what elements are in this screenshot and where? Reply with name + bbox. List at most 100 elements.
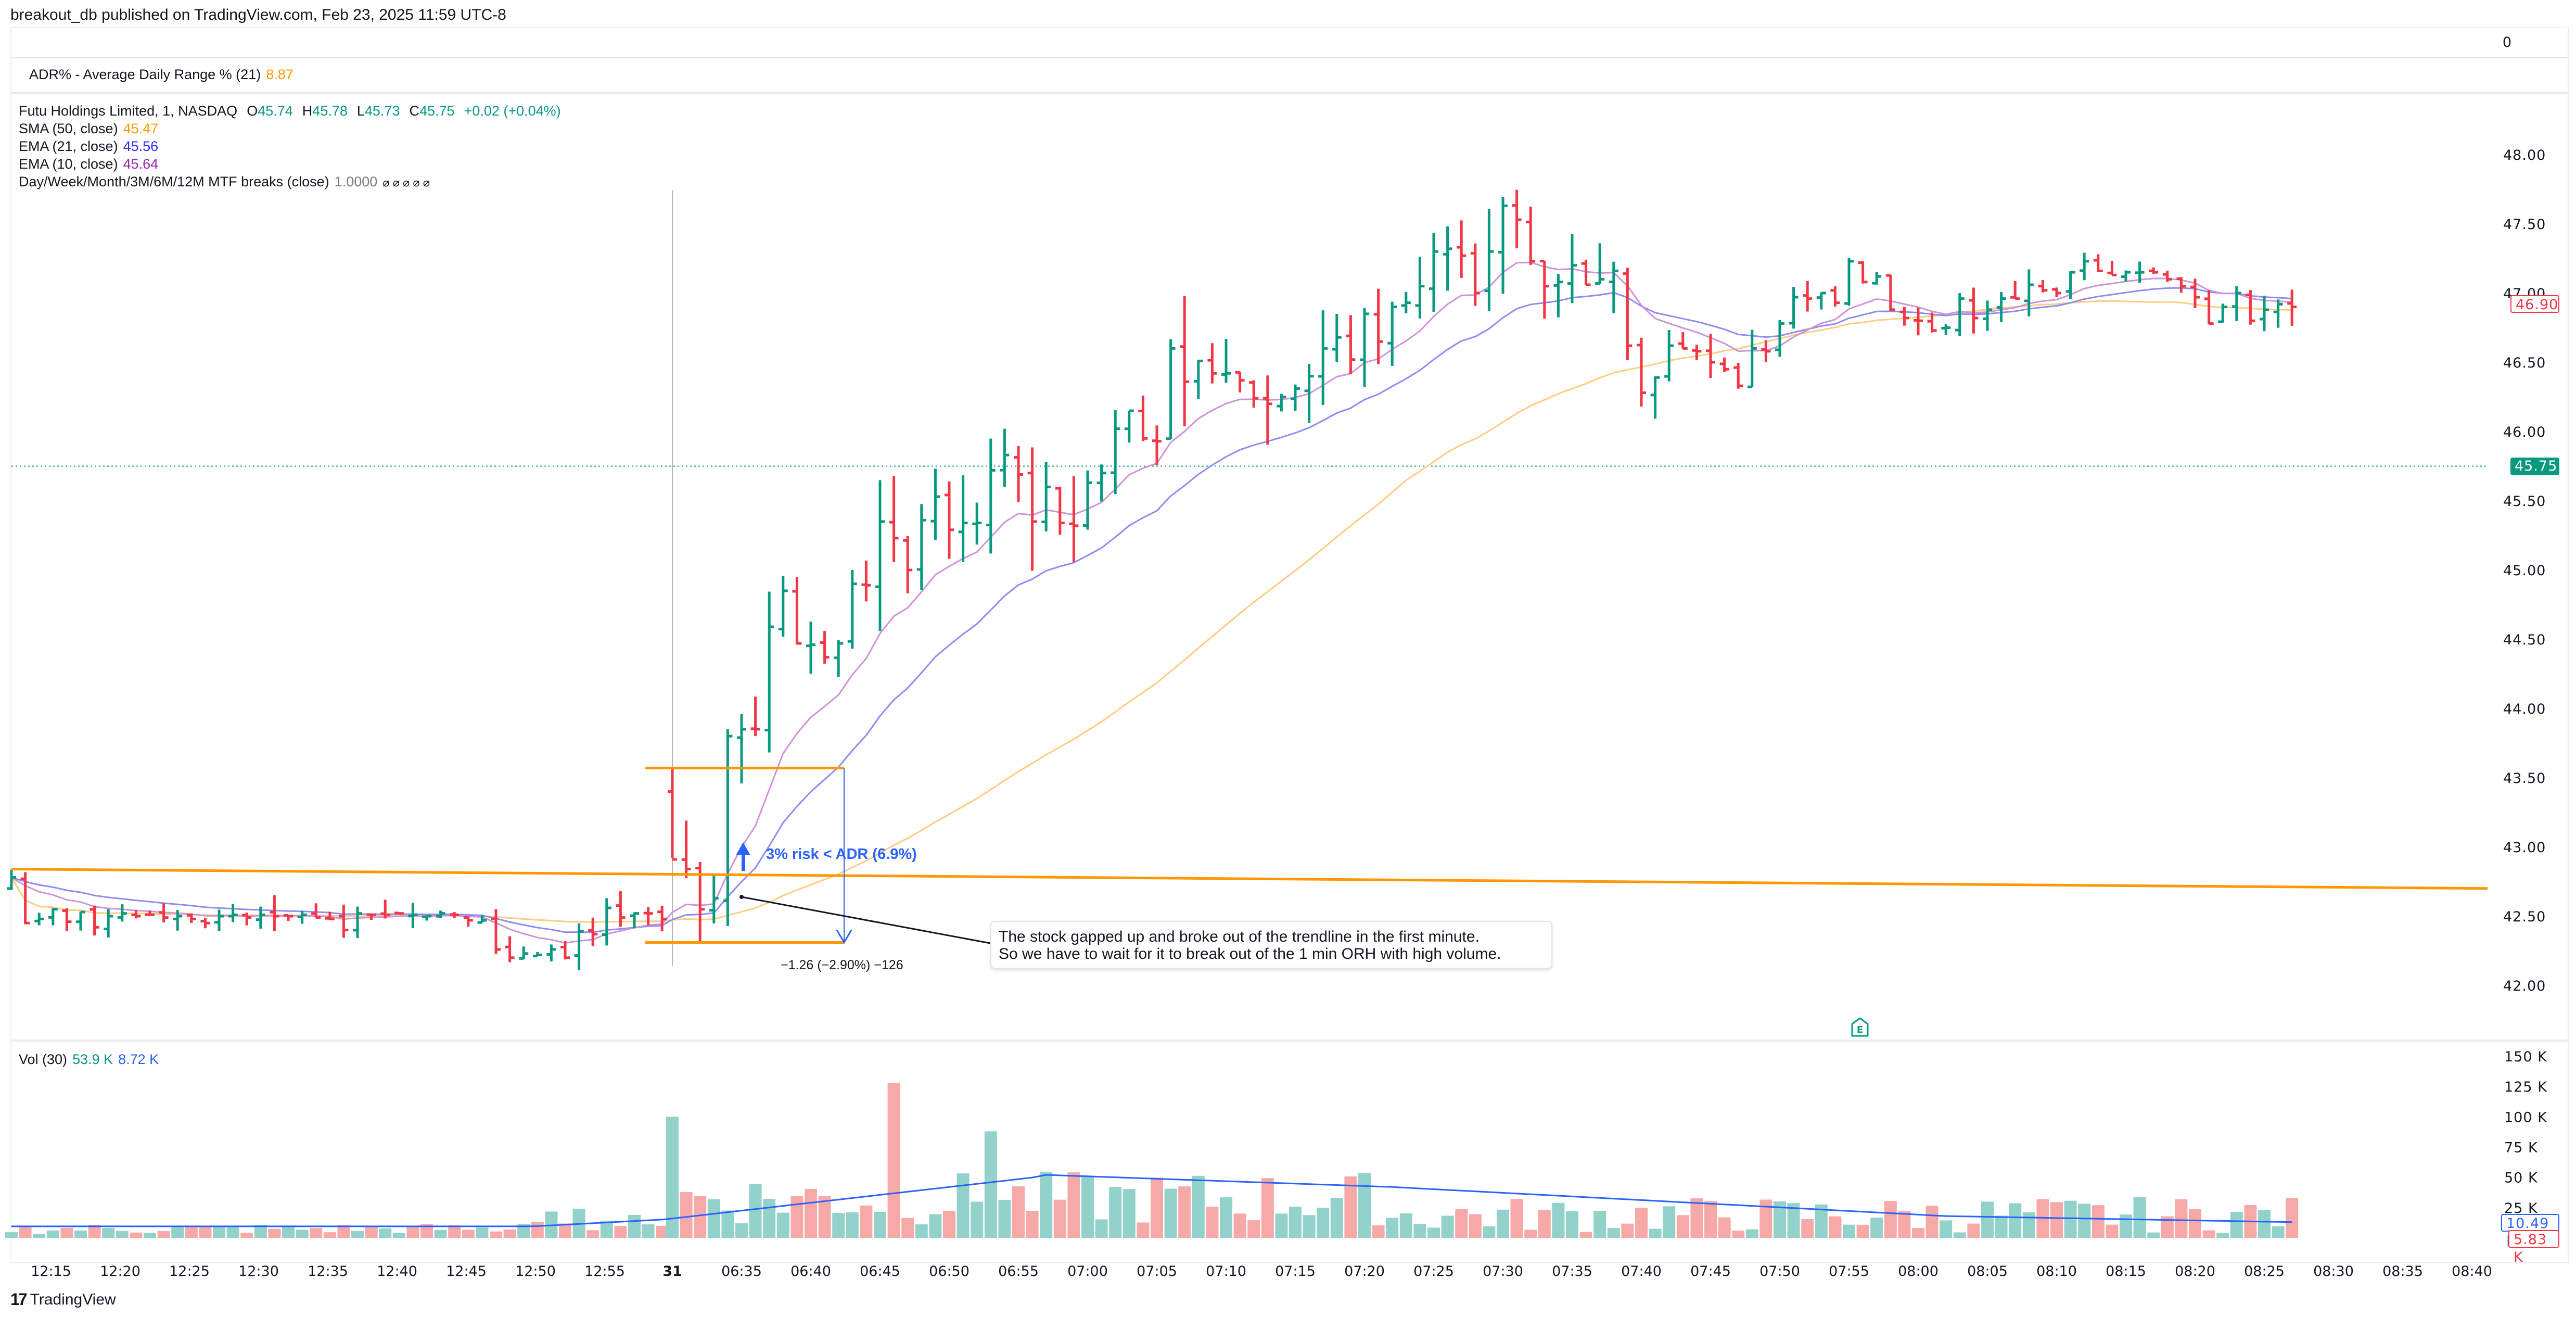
svg-text:48.00: 48.00: [2503, 147, 2546, 163]
svg-text:44.00: 44.00: [2503, 701, 2546, 717]
risk-annotation[interactable]: 3% risk < ADR (6.9%): [766, 846, 917, 863]
svg-text:08:40: 08:40: [2452, 1263, 2492, 1280]
svg-text:E: E: [1857, 1024, 1863, 1035]
sma50-legend[interactable]: SMA (50, close) 45.47: [19, 121, 163, 137]
svg-text:07:15: 07:15: [1275, 1263, 1316, 1280]
ema10-legend[interactable]: EMA (10, close) 45.64: [19, 156, 163, 172]
mtf-value: 1.0000: [334, 174, 378, 189]
svg-text:42.00: 42.00: [2503, 978, 2546, 994]
note-line-2: So we have to wait for it to break out o…: [999, 945, 1501, 963]
svg-text:12:35: 12:35: [308, 1263, 348, 1280]
svg-text:31: 31: [662, 1263, 682, 1280]
top-pane-value: 0: [2502, 34, 2511, 50]
volume-badge: 5.83 K: [2508, 1230, 2559, 1265]
svg-text:12:55: 12:55: [584, 1263, 625, 1280]
symbol-name: Futu Holdings Limited, 1, NASDAQ: [19, 103, 238, 119]
tradingview-footer[interactable]: 17 TradingView: [10, 1290, 116, 1309]
adr-value: 8.87: [266, 67, 294, 82]
svg-text:12:15: 12:15: [31, 1263, 71, 1280]
mtf-null-values: ⌀ ⌀ ⌀ ⌀ ⌀: [382, 176, 430, 189]
high-key: H: [302, 103, 313, 119]
sma50-label: SMA (50, close): [19, 121, 118, 136]
volume-pane-divider[interactable]: [10, 1040, 2569, 1042]
svg-text:100 K: 100 K: [2504, 1109, 2547, 1125]
last-price-badge: 46.90: [2510, 295, 2559, 313]
volume-ma-badge: 10.49 K: [2501, 1214, 2559, 1249]
publish-info: breakout_db published on TradingView.com…: [10, 6, 506, 23]
low-value: 45.73: [364, 103, 400, 119]
svg-text:44.50: 44.50: [2503, 632, 2546, 648]
symbol-legend[interactable]: Futu Holdings Limited, 1, NASDAQ O45.74 H4…: [19, 103, 570, 119]
svg-text:07:00: 07:00: [1067, 1263, 1108, 1280]
svg-text:07:05: 07:05: [1137, 1263, 1177, 1280]
svg-text:08:00: 08:00: [1898, 1263, 1939, 1280]
svg-text:08:15: 08:15: [2106, 1263, 2146, 1280]
svg-text:43.00: 43.00: [2503, 840, 2546, 856]
ema21-value: 45.56: [123, 138, 159, 154]
svg-text:46.00: 46.00: [2503, 424, 2546, 440]
svg-text:07:45: 07:45: [1690, 1263, 1731, 1280]
svg-text:07:40: 07:40: [1621, 1263, 1662, 1280]
svg-text:07:25: 07:25: [1413, 1263, 1454, 1280]
svg-text:125 K: 125 K: [2504, 1079, 2547, 1095]
callout-note[interactable]: The stock gapped up and broke out of the…: [990, 921, 1552, 969]
sma50-value: 45.47: [123, 121, 159, 136]
svg-text:06:35: 06:35: [721, 1263, 762, 1280]
mtf-breaks-legend[interactable]: Day/Week/Month/3M/6M/12M MTF breaks (clo…: [19, 174, 435, 190]
price-range-measure[interactable]: −1.26 (−2.90%) −126: [781, 958, 903, 972]
svg-text:06:50: 06:50: [929, 1263, 970, 1280]
volume-ma-value: 8.72 K: [118, 1052, 159, 1067]
volume-label: Vol (30): [19, 1052, 68, 1067]
svg-text:08:05: 08:05: [1967, 1263, 2008, 1280]
adr-label: ADR% - Average Daily Range % (21): [29, 67, 261, 82]
open-key: O: [247, 103, 258, 119]
note-line-1: The stock gapped up and broke out of the…: [999, 928, 1480, 945]
svg-text:08:35: 08:35: [2382, 1263, 2423, 1280]
svg-text:12:30: 12:30: [238, 1263, 279, 1280]
tradingview-logo-icon: 17: [10, 1290, 28, 1309]
svg-text:12:25: 12:25: [169, 1263, 210, 1280]
svg-text:75 K: 75 K: [2504, 1140, 2538, 1156]
svg-text:50 K: 50 K: [2504, 1170, 2538, 1186]
svg-text:12:45: 12:45: [446, 1263, 487, 1280]
open-value: 45.74: [258, 103, 293, 119]
svg-text:46.50: 46.50: [2503, 355, 2546, 371]
svg-text:08:25: 08:25: [2244, 1263, 2285, 1280]
time-axis-divider: [10, 1262, 2569, 1263]
mtf-label: Day/Week/Month/3M/6M/12M MTF breaks (clo…: [19, 174, 329, 189]
svg-text:07:55: 07:55: [1829, 1263, 1869, 1280]
volume-legend[interactable]: Vol (30) 53.9 K 8.72 K: [19, 1052, 164, 1068]
brand-name: TradingView: [30, 1290, 116, 1308]
svg-text:150 K: 150 K: [2504, 1049, 2547, 1065]
svg-text:45.50: 45.50: [2503, 493, 2546, 510]
svg-text:06:55: 06:55: [998, 1263, 1039, 1280]
top-indicator-pane: 0: [10, 27, 2569, 58]
svg-text:43.50: 43.50: [2503, 770, 2546, 787]
svg-text:12:20: 12:20: [100, 1263, 141, 1280]
svg-text:07:20: 07:20: [1344, 1263, 1385, 1280]
ema10-label: EMA (10, close): [19, 156, 118, 172]
svg-text:25 K: 25 K: [2504, 1200, 2538, 1217]
current-price-badge: 45.75: [2510, 458, 2559, 475]
svg-text:07:50: 07:50: [1759, 1263, 1800, 1280]
svg-text:42.50: 42.50: [2503, 909, 2546, 925]
svg-text:07:30: 07:30: [1483, 1263, 1523, 1280]
ema10-value: 45.64: [123, 156, 159, 172]
change-value: +0.02 (+0.04%): [464, 103, 561, 119]
adr-legend[interactable]: ADR% - Average Daily Range % (21) 8.87: [29, 67, 299, 83]
svg-text:08:30: 08:30: [2313, 1263, 2354, 1280]
close-key: C: [409, 103, 419, 119]
svg-text:06:40: 06:40: [790, 1263, 831, 1280]
adr-pane: ADR% - Average Daily Range % (21) 8.87: [10, 58, 2569, 94]
ema21-label: EMA (21, close): [19, 138, 118, 154]
low-key: L: [356, 103, 365, 119]
svg-text:45.00: 45.00: [2503, 563, 2546, 579]
earnings-icon[interactable]: E: [1851, 1017, 1869, 1037]
ema21-legend[interactable]: EMA (21, close) 45.56: [19, 138, 163, 155]
svg-text:12:40: 12:40: [377, 1263, 417, 1280]
volume-value: 53.9 K: [72, 1052, 113, 1067]
high-value: 45.78: [312, 103, 348, 119]
svg-text:08:20: 08:20: [2175, 1263, 2215, 1280]
svg-text:12:50: 12:50: [515, 1263, 556, 1280]
